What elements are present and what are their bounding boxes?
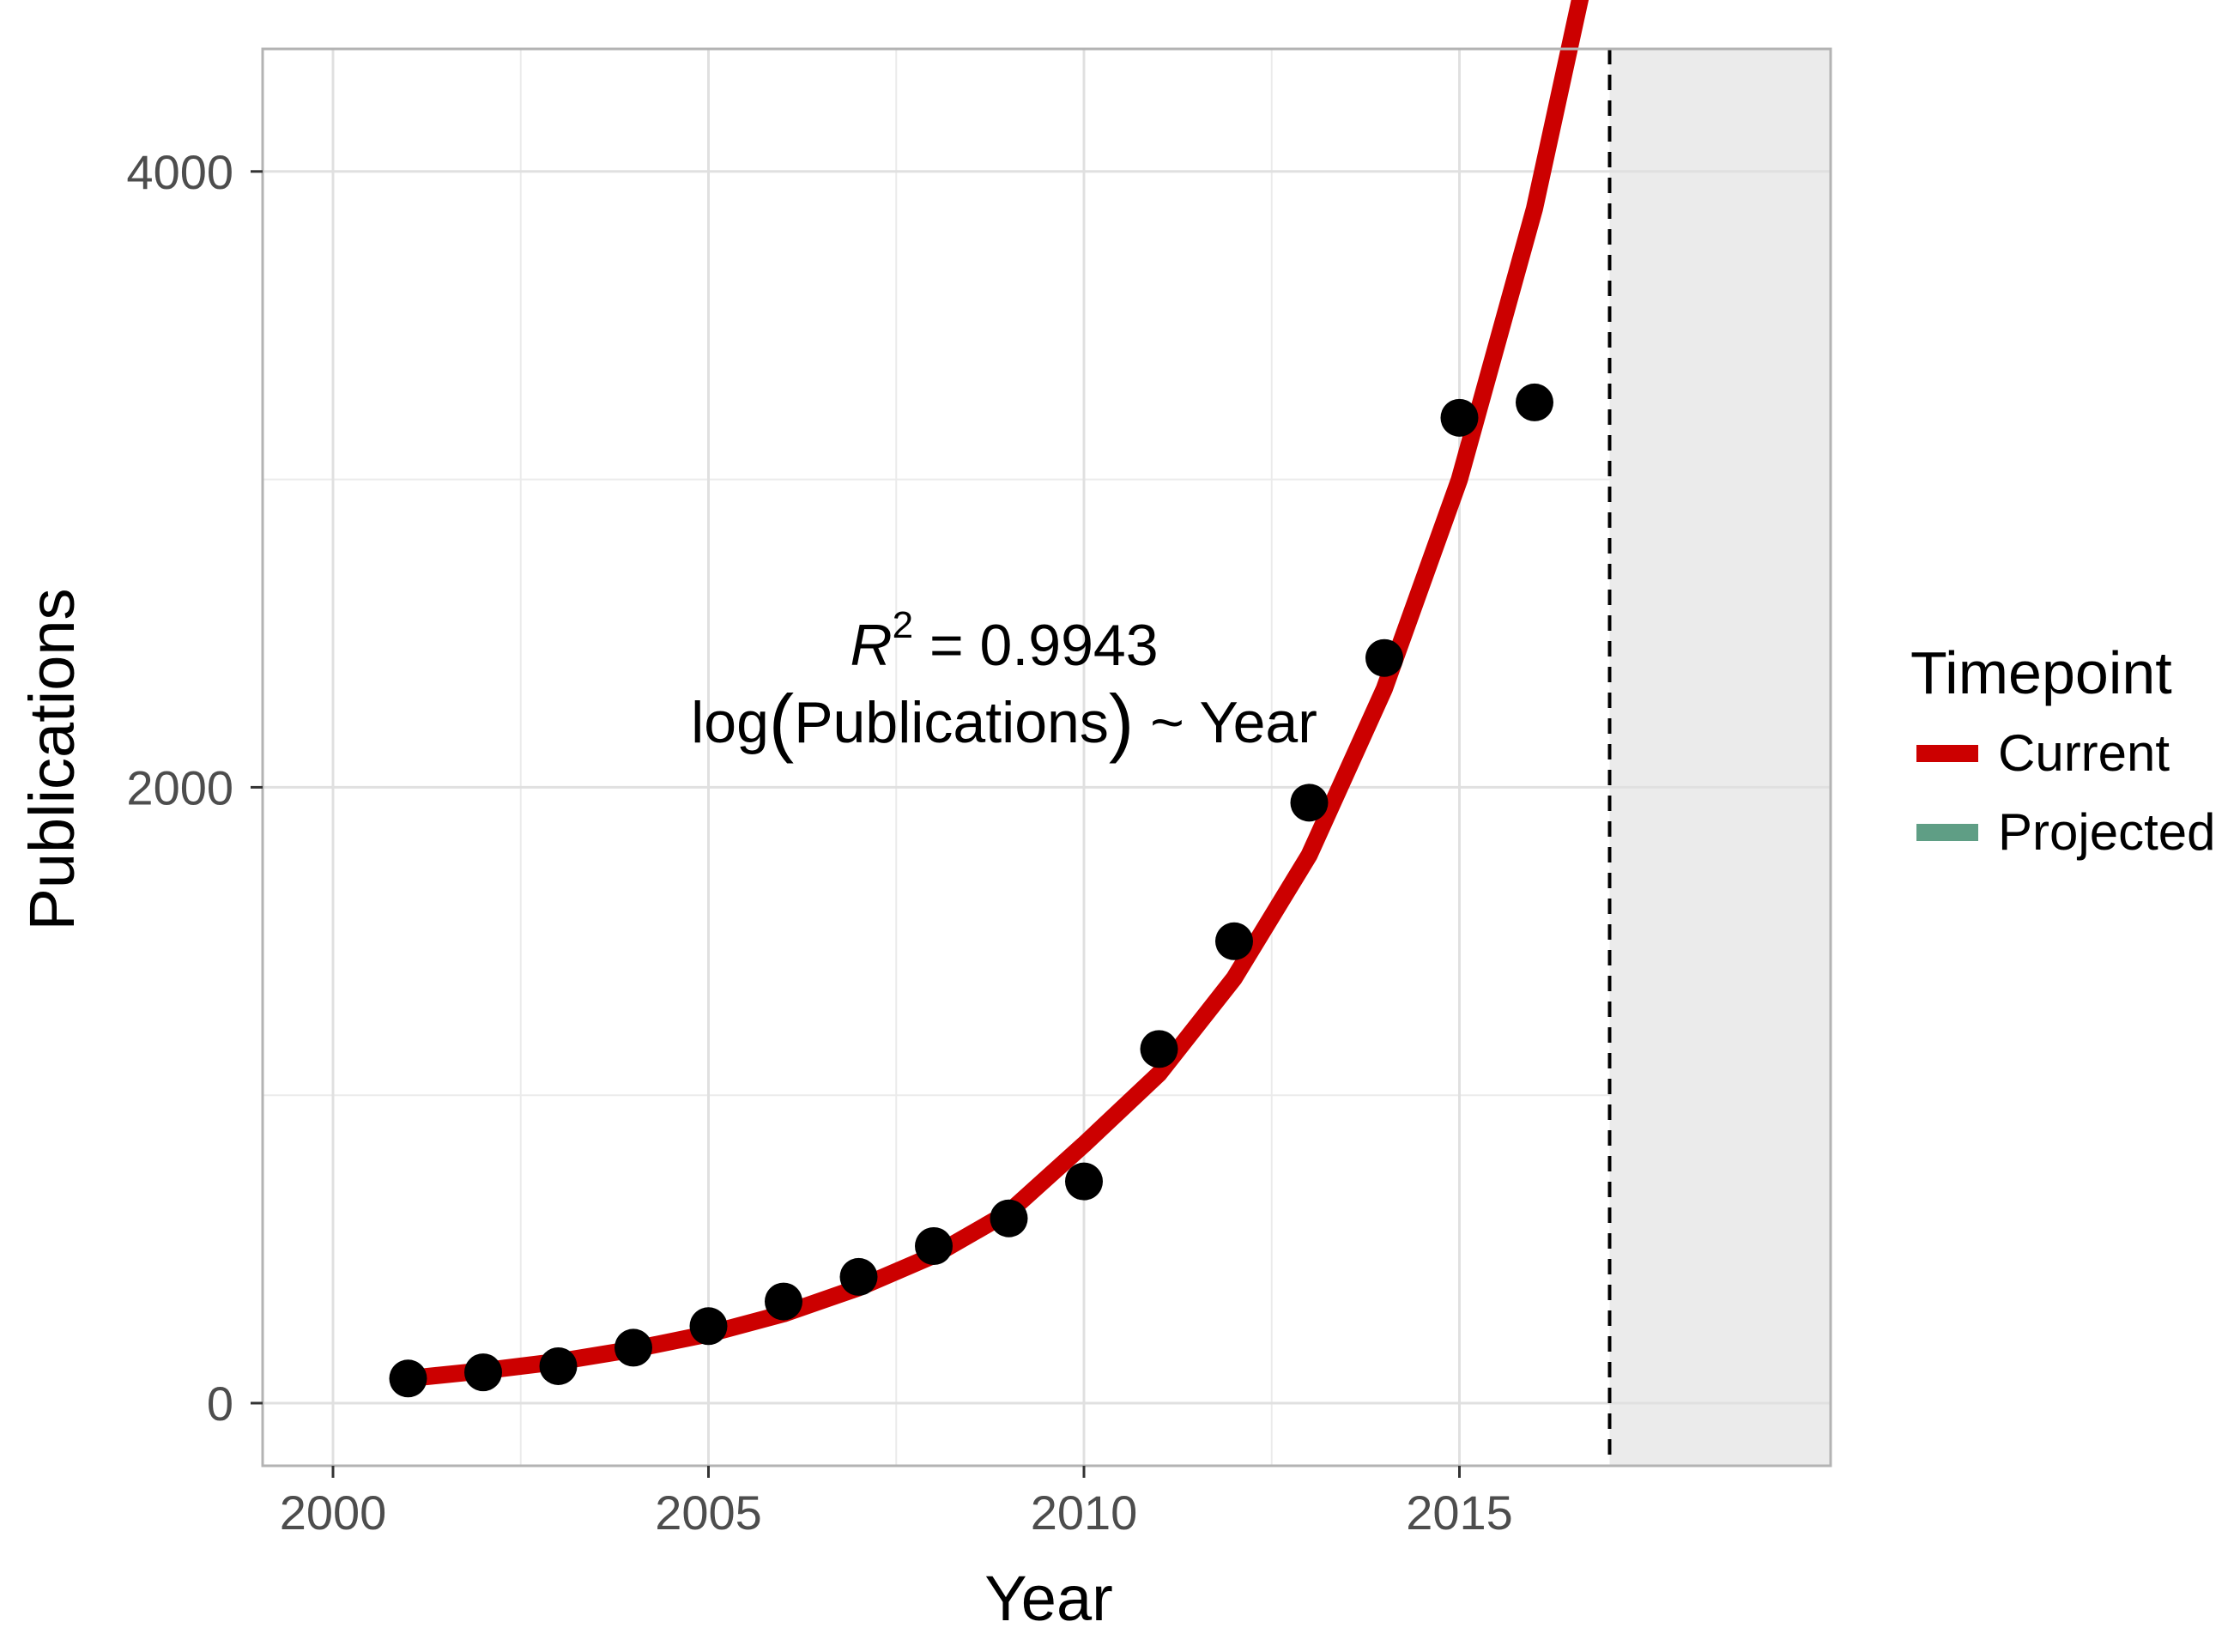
legend: Timepoint Current Projected bbox=[1910, 639, 2215, 861]
tick-labels: 020004000600080002000200520102015 bbox=[126, 145, 1513, 1540]
data-point bbox=[839, 1257, 878, 1296]
x-axis-title: Year bbox=[984, 1563, 1113, 1634]
data-point bbox=[539, 1346, 578, 1385]
data-point bbox=[1365, 638, 1403, 677]
legend-title: Timepoint bbox=[1910, 639, 2172, 706]
data-point bbox=[464, 1353, 502, 1392]
legend-label-current: Current bbox=[1998, 724, 2170, 782]
x-tick-label: 2010 bbox=[1031, 1486, 1138, 1540]
data-point bbox=[1290, 784, 1329, 822]
r-squared-label: R2 = 0.9943 bbox=[850, 604, 1158, 678]
y-axis-title: Publications bbox=[16, 588, 88, 930]
fit-annotation: R2 = 0.9943 log(Publications) ~ Year bbox=[691, 604, 1317, 764]
model-formula: log(Publications) ~ Year bbox=[691, 679, 1317, 764]
legend-key-projected bbox=[1916, 824, 1978, 841]
grid-layer bbox=[263, 49, 1831, 1466]
data-point bbox=[389, 1359, 427, 1398]
projected-region-layer bbox=[1609, 49, 1831, 1466]
y-tick-label: 2000 bbox=[126, 760, 233, 814]
x-tick-label: 2005 bbox=[655, 1486, 762, 1540]
r-squared-value: 0.9943 bbox=[980, 613, 1159, 678]
y-tick-label: 0 bbox=[207, 1377, 233, 1431]
projected-region bbox=[1609, 49, 1831, 1466]
data-point bbox=[990, 1199, 1028, 1237]
legend-label-projected: Projected bbox=[1998, 803, 2215, 861]
panel-border bbox=[261, 47, 1832, 1467]
y-tick-label: 4000 bbox=[126, 145, 233, 199]
data-point bbox=[1516, 383, 1553, 421]
data-point bbox=[765, 1282, 802, 1321]
points-layer bbox=[389, 383, 1553, 1398]
legend-key-current bbox=[1916, 745, 1978, 762]
data-point bbox=[915, 1227, 953, 1266]
data-point bbox=[1215, 922, 1253, 960]
data-point bbox=[689, 1307, 728, 1346]
data-point bbox=[614, 1328, 652, 1367]
data-point bbox=[1440, 398, 1479, 437]
data-point bbox=[1140, 1030, 1178, 1068]
legend-items: Current Projected bbox=[1916, 724, 2215, 861]
data-point bbox=[1065, 1162, 1103, 1201]
x-tick-label: 2015 bbox=[1406, 1486, 1513, 1540]
x-tick-label: 2000 bbox=[280, 1486, 387, 1540]
